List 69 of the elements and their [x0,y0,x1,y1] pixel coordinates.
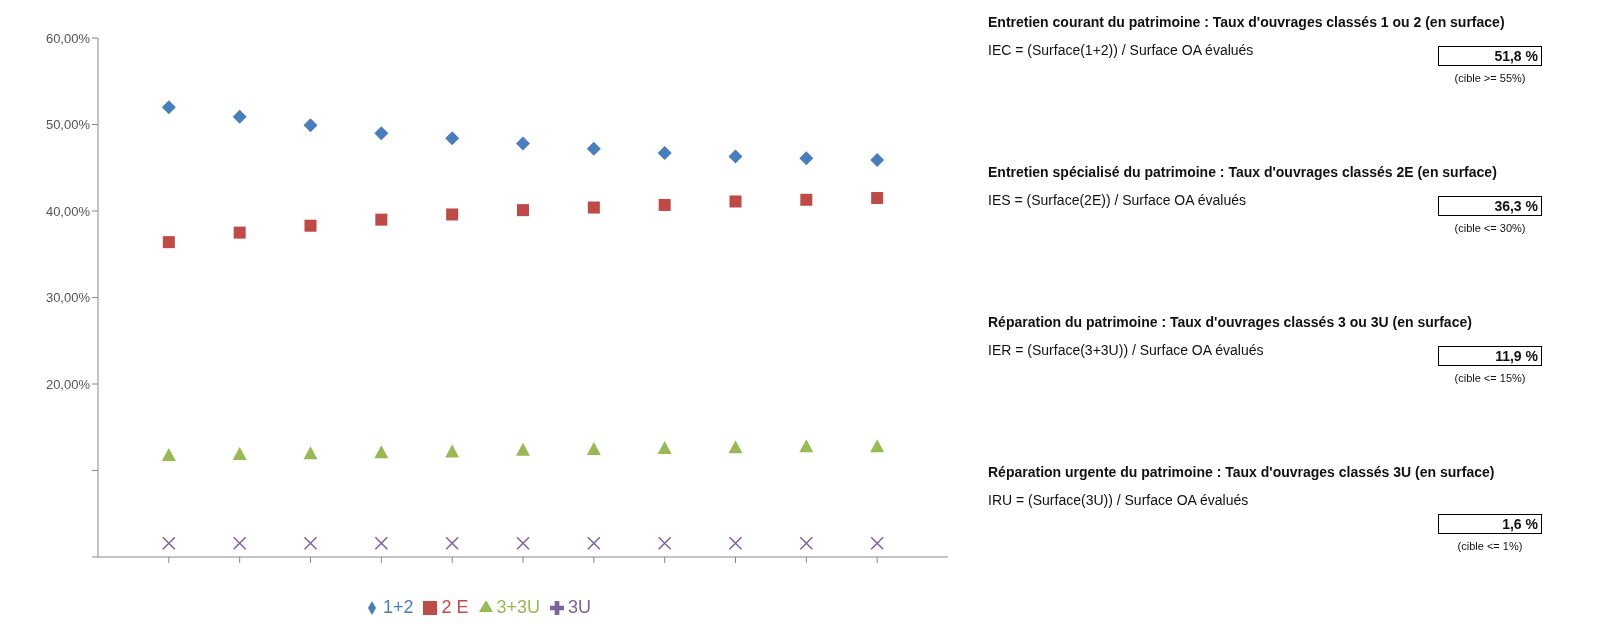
y-tick-label: 60,00% [45,30,91,46]
point [728,149,743,164]
point [303,118,318,133]
point [232,109,247,124]
text: Entretien spécialisé du patrimoine : Taux d'ouvrages classés 2E (en surface) [988,164,1497,180]
text: 11,9 % [1438,346,1542,366]
point [728,440,743,454]
legend-label: 2 E [441,597,469,617]
text: Réparation urgente du patrimoine : Taux d'ouvrages classés 3U (en surface) [988,464,1495,480]
point [232,447,247,461]
point [871,192,884,205]
point [517,204,529,217]
point [729,195,742,208]
legend-label: 3U [568,597,592,617]
legend-label: 3+3U [496,597,541,617]
point [799,439,814,453]
text: (cible <= 30%) [1453,222,1527,234]
text: (cible >= 55%) [1453,72,1527,84]
text: Entretien courant du patrimoine : Taux d'ouvrages classés 1 ou 2 (en surface) [988,14,1505,30]
text: Réparation du patrimoine : Taux d'ouvrages classés 3 ou 3U (en surface) [988,314,1472,330]
point [233,226,246,239]
point [870,536,884,550]
text: 51,8 % [1438,46,1542,66]
point [445,131,460,146]
text: 1,6 % [1438,514,1542,534]
y-tick-label: 30,00% [45,290,91,306]
point [587,536,601,550]
point [162,536,176,550]
point [303,446,318,460]
point [870,439,885,453]
point [374,536,389,550]
text: IER = (Surface(3+3U)) / Surface OA évalués [988,342,1264,358]
point [445,536,459,550]
point [375,213,388,226]
point [445,444,460,458]
point [587,201,600,214]
point [799,536,814,550]
point [657,441,672,455]
text: 36,3 % [1438,196,1542,216]
point [304,219,317,232]
text: IES = (Surface(2E)) / Surface OA évalués [988,192,1246,208]
point [800,193,813,206]
point [374,126,389,141]
legend-label: 1+2 [382,597,414,617]
point [516,136,530,151]
point [657,536,672,550]
text: IEC = (Surface(1+2)) / Surface OA évalués [988,42,1254,58]
point [232,536,247,550]
point [446,208,459,221]
y-tick-label: 20,00% [45,376,91,392]
point [657,146,672,161]
point [162,236,175,249]
point [161,447,176,461]
text: (cible <= 1%) [1456,540,1524,552]
point [374,445,389,459]
point [870,152,885,167]
point [516,536,530,550]
point [161,100,176,115]
point [586,441,601,455]
point [303,536,318,550]
point [586,141,601,156]
point [728,536,743,550]
text: IRU = (Surface(3U)) / Surface OA évalués [988,492,1249,508]
point [658,198,671,211]
text: (cible <= 15%) [1453,372,1527,384]
point [799,151,814,166]
y-tick-label: 50,00% [45,117,91,133]
y-tick-label: 40,00% [45,203,91,219]
point [516,442,530,456]
